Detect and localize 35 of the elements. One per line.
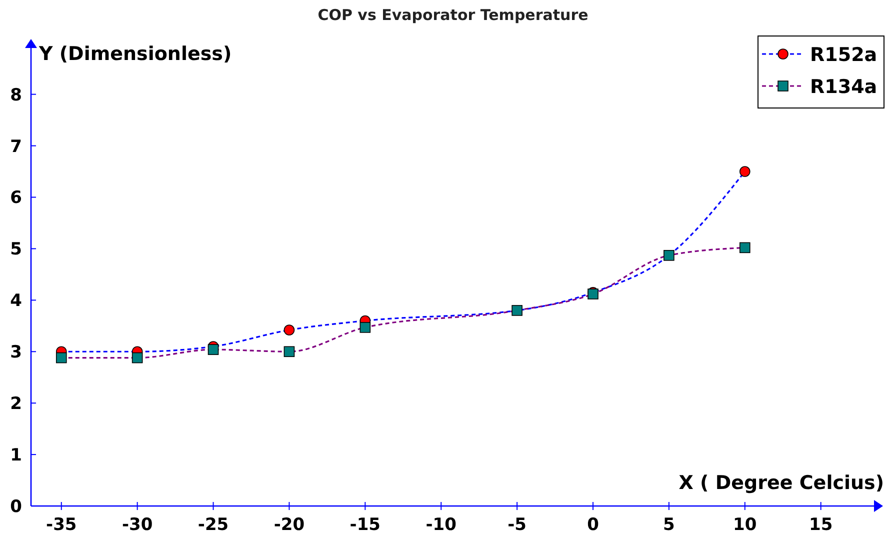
legend-label: R134a	[810, 76, 878, 98]
y-tick-label: 6	[10, 188, 22, 208]
x-tick-label: 10	[733, 515, 757, 535]
point	[664, 250, 674, 261]
y-tick-label: 2	[10, 394, 22, 414]
y-tick-label: 5	[10, 240, 22, 260]
point	[132, 352, 143, 364]
point	[208, 344, 219, 355]
x-tick-label: -35	[46, 515, 77, 535]
x-tick-label: 0	[587, 515, 600, 535]
y-tick-label: 1	[10, 446, 22, 466]
point	[56, 352, 67, 364]
y-tick-label: 4	[10, 291, 22, 312]
x-tick-label: 5	[663, 515, 675, 535]
x-axis-title: X ( Degree Celcius)	[678, 472, 884, 494]
point	[739, 166, 750, 177]
point	[360, 322, 371, 333]
point	[284, 324, 295, 336]
point	[512, 305, 522, 316]
legend-label: R152a	[810, 44, 878, 66]
chart-title: COP vs Evaporator Temperature	[318, 6, 588, 24]
x-tick-label: 15	[809, 515, 833, 535]
x-tick-label: -15	[350, 515, 381, 535]
y-tick-label: 3	[10, 342, 22, 363]
x-tick-label: -5	[508, 515, 526, 535]
x-tick-label: -10	[426, 515, 457, 535]
point	[739, 242, 750, 254]
x-tick-label: -20	[274, 515, 305, 535]
y-tick-label: 7	[10, 136, 22, 157]
y-tick-label: 0	[10, 497, 22, 517]
point	[284, 346, 295, 358]
y-axis-title: Y (Dimensionless)	[38, 43, 232, 65]
x-tick-label: -30	[122, 515, 153, 535]
y-tick-label: 8	[10, 85, 22, 106]
x-tick-label: -25	[198, 515, 229, 535]
